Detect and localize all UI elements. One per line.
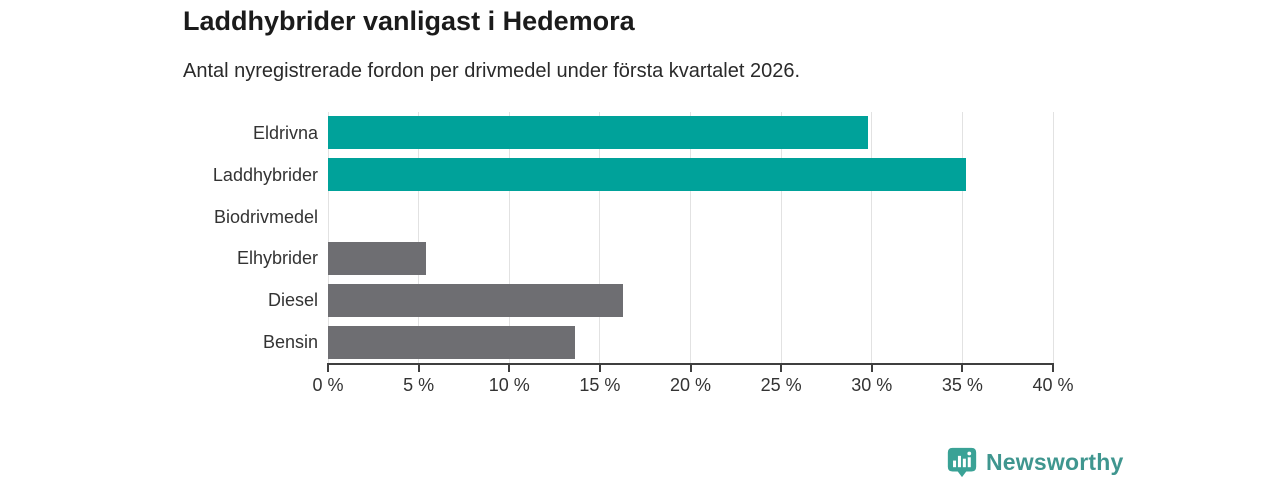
bar bbox=[328, 116, 869, 150]
x-axis-tick bbox=[870, 365, 873, 372]
newsworthy-logo: Newsworthy bbox=[945, 445, 1123, 479]
chart-title: Laddhybrider vanligast i Hedemora bbox=[183, 6, 635, 36]
x-axis-tick-label: 40 % bbox=[1032, 375, 1074, 395]
category-label: Elhybrider bbox=[236, 248, 318, 269]
x-axis-tick bbox=[327, 365, 329, 372]
bar bbox=[328, 241, 426, 275]
gridline bbox=[508, 112, 510, 363]
brand-name: Newsworthy bbox=[986, 448, 1124, 475]
category-label: Eldrivna bbox=[252, 122, 318, 143]
category-label: Bensin bbox=[262, 332, 318, 353]
x-axis-tick-label: 35 % bbox=[941, 375, 983, 395]
gridline bbox=[690, 112, 691, 363]
gridline bbox=[780, 112, 782, 363]
x-axis-tick-label: 10 % bbox=[488, 375, 530, 395]
bar bbox=[328, 325, 575, 359]
x-axis-tick bbox=[598, 365, 601, 372]
category-label: Diesel bbox=[267, 290, 318, 311]
category-label: Laddhybrider bbox=[212, 164, 318, 185]
x-axis-tick bbox=[780, 365, 783, 372]
x-axis-tick-label: 20 % bbox=[669, 375, 712, 395]
x-axis-tick-label: 25 % bbox=[760, 375, 802, 395]
x-axis-tick bbox=[508, 365, 511, 372]
gridline bbox=[1052, 112, 1054, 363]
x-axis-tick bbox=[1052, 365, 1054, 372]
gridline bbox=[418, 112, 420, 363]
x-axis-line bbox=[327, 363, 1054, 365]
gridline bbox=[327, 112, 329, 363]
chart-subtitle: Antal nyregistrerade fordon per drivmede… bbox=[183, 60, 801, 82]
bar bbox=[328, 283, 624, 317]
x-axis-tick-label: 30 % bbox=[851, 375, 893, 395]
gridline bbox=[871, 112, 873, 363]
x-axis-tick-label: 5 % bbox=[403, 375, 435, 395]
x-axis-tick-label: 15 % bbox=[579, 375, 621, 395]
newsworthy-pin-barchart-icon bbox=[947, 447, 977, 478]
x-axis-tick-label: 0 % bbox=[312, 375, 344, 395]
category-label: Biodrivmedel bbox=[213, 206, 318, 227]
x-axis-tick bbox=[689, 365, 692, 372]
x-axis-tick bbox=[961, 365, 964, 372]
x-axis-tick bbox=[417, 365, 420, 372]
gridline bbox=[599, 112, 601, 363]
bar bbox=[328, 158, 966, 192]
gridline bbox=[961, 112, 963, 363]
